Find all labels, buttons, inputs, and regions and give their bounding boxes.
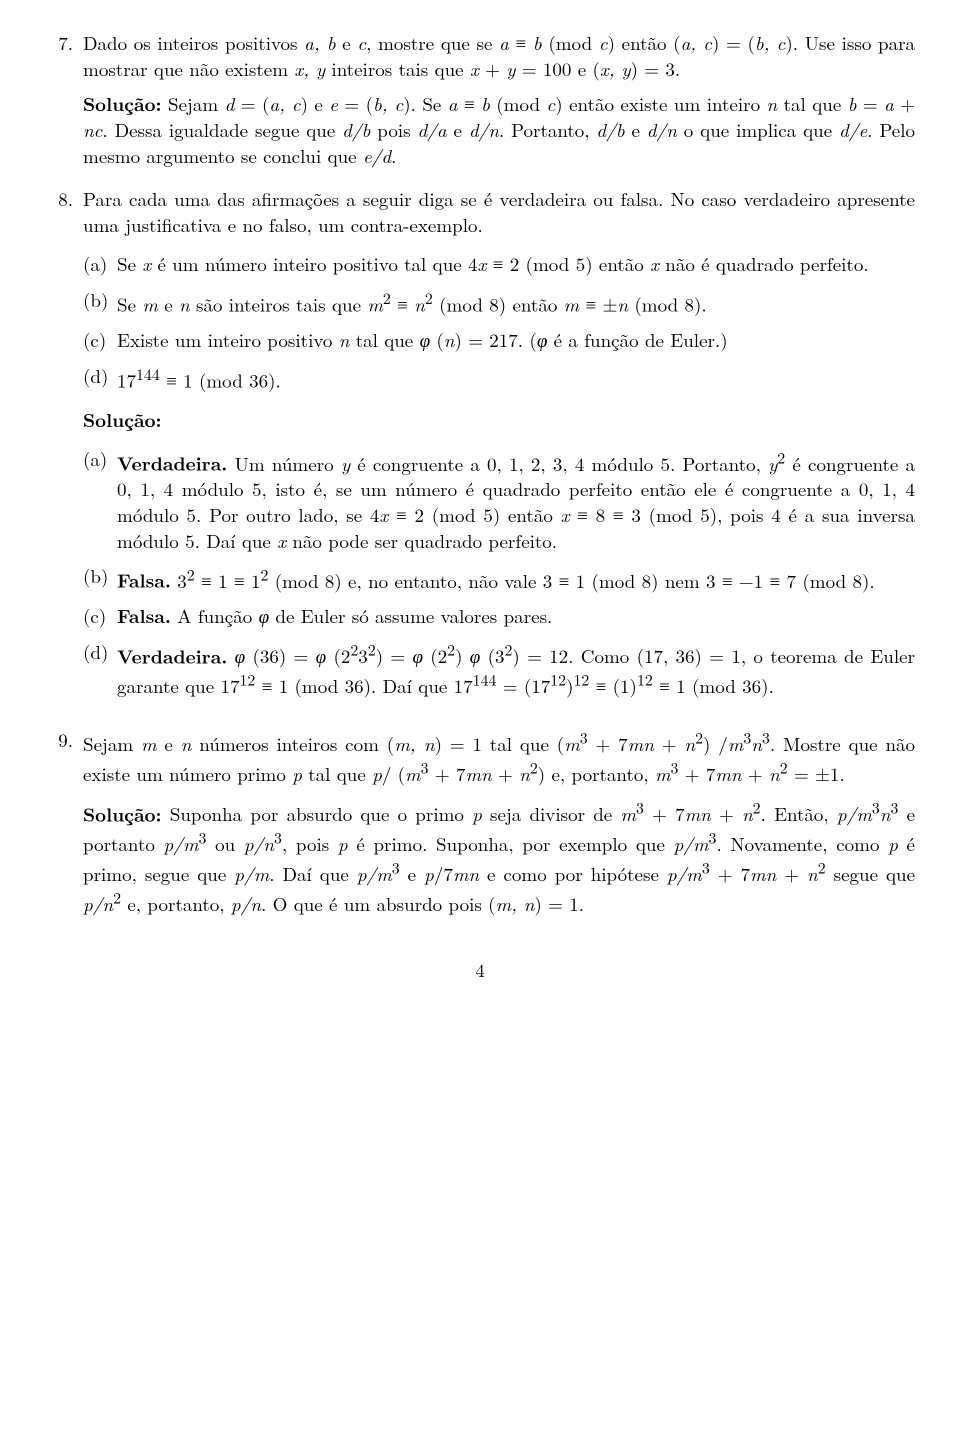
part-text: Se m e n são inteiros tais que m2 ≡ n2 (… <box>117 287 915 317</box>
answer-d: (d) Verdadeira. φ (36) = φ (2232) = φ (2… <box>83 639 915 699</box>
part-label: (c) <box>83 327 117 353</box>
part-label: (b) <box>83 287 117 317</box>
part-a: (a) Se x é um número inteiro positivo ta… <box>83 251 915 277</box>
exercise-8: 8. Para cada uma das afirmações a seguir… <box>45 186 915 709</box>
solution-text: Sejam d = (a, c) e e = (b, c). Se a ≡ b … <box>83 90 915 168</box>
page-number: 4 <box>45 957 915 983</box>
answer-body: Verdadeira. Um número y é congruente a 0… <box>117 446 915 553</box>
answer-tag: Falsa. <box>117 601 171 629</box>
answer-body: Falsa. A função φ de Euler só assume val… <box>117 603 915 629</box>
exercise-number: 9. <box>45 727 83 917</box>
problem-text: Sejam m e n números inteiros com (m, n) … <box>83 730 915 787</box>
solution-label: Solução: <box>83 407 915 433</box>
answer-tag: Verdadeira. <box>117 449 227 477</box>
part-text: 17144 ≡ 1 (mod 36). <box>117 363 915 393</box>
answer-body: Verdadeira. φ (36) = φ (2232) = φ (22) φ… <box>117 639 915 699</box>
answer-text: φ (36) = φ (2232) = φ (22) φ (32) = 12. … <box>117 642 915 699</box>
answer-text: 32 ≡ 1 ≡ 12 (mod 8) e, no entanto, não v… <box>177 567 874 594</box>
answer-tag: Verdadeira. <box>117 641 227 669</box>
answer-label: (b) <box>83 563 117 593</box>
exercise-7: 7. Dado os inteiros positivos a, b e c, … <box>45 30 915 168</box>
solution-label: Solução: <box>83 799 162 827</box>
answers-list: (a) Verdadeira. Um número y é congruente… <box>83 446 915 698</box>
problem-text: Dado os inteiros positivos a, b e c, mos… <box>83 29 915 82</box>
exercise-number: 8. <box>45 186 83 709</box>
part-text: Existe um inteiro positivo n tal que φ (… <box>117 327 915 353</box>
solution-text: Suponha por absurdo que o primo p seja d… <box>83 800 915 917</box>
answer-c: (c) Falsa. A função φ de Euler só assume… <box>83 603 915 629</box>
exercise-number: 7. <box>45 30 83 168</box>
parts-list: (a) Se x é um número inteiro positivo ta… <box>83 251 915 392</box>
answer-body: Falsa. 32 ≡ 1 ≡ 12 (mod 8) e, no entanto… <box>117 563 915 593</box>
part-label: (d) <box>83 363 117 393</box>
part-label: (a) <box>83 251 117 277</box>
problem-text: Para cada uma das afirmações a seguir di… <box>83 185 915 238</box>
answer-text: Um número y é congruente a 0, 1, 2, 3, 4… <box>117 450 915 554</box>
exercise-body: Sejam m e n números inteiros com (m, n) … <box>83 727 915 917</box>
exercise-body: Para cada uma das afirmações a seguir di… <box>83 186 915 709</box>
answer-label: (d) <box>83 639 117 699</box>
exercise-9: 9. Sejam m e n números inteiros com (m, … <box>45 727 915 917</box>
answer-a: (a) Verdadeira. Um número y é congruente… <box>83 446 915 553</box>
exercise-body: Dado os inteiros positivos a, b e c, mos… <box>83 30 915 168</box>
answer-label: (c) <box>83 603 117 629</box>
answer-tag: Falsa. <box>117 566 171 594</box>
answer-text: A função φ de Euler só assume valores pa… <box>177 602 552 629</box>
part-text: Se x é um número inteiro positivo tal qu… <box>117 251 915 277</box>
part-c: (c) Existe um inteiro positivo n tal que… <box>83 327 915 353</box>
solution-label: Solução: <box>83 89 162 117</box>
part-b: (b) Se m e n são inteiros tais que m2 ≡ … <box>83 287 915 317</box>
part-d: (d) 17144 ≡ 1 (mod 36). <box>83 363 915 393</box>
answer-b: (b) Falsa. 32 ≡ 1 ≡ 12 (mod 8) e, no ent… <box>83 563 915 593</box>
answer-label: (a) <box>83 446 117 553</box>
